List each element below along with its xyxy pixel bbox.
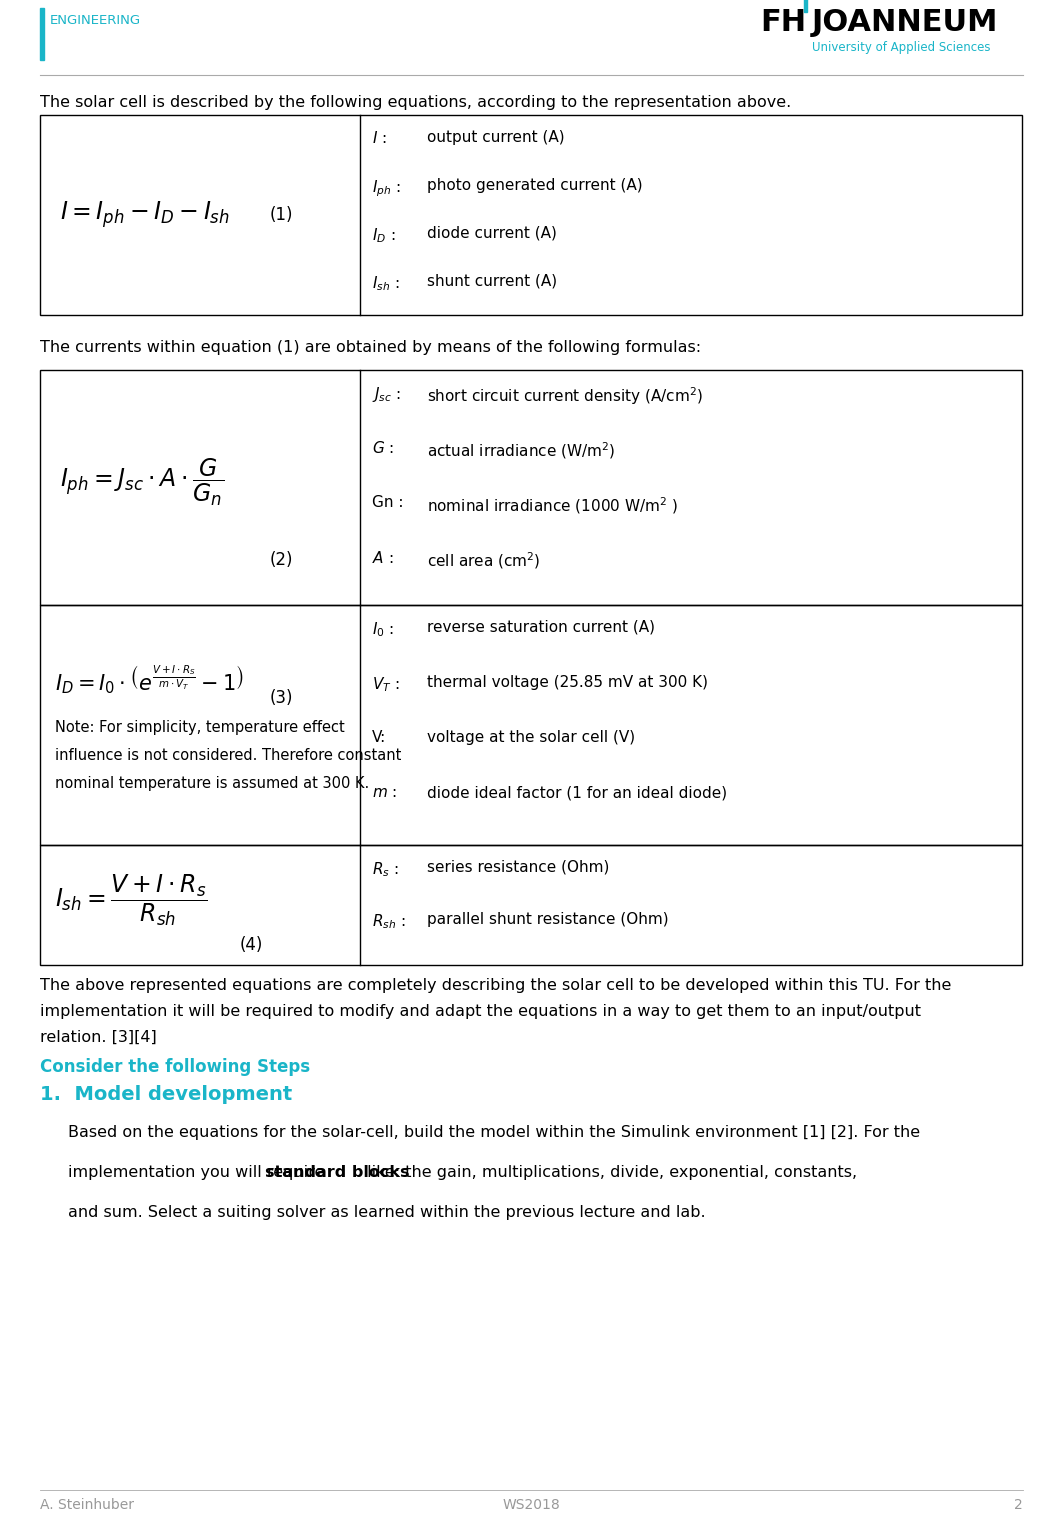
Text: nominal irradiance (1000 W/m$^2$ ): nominal irradiance (1000 W/m$^2$ ) xyxy=(427,495,678,516)
Text: standard blocks: standard blocks xyxy=(265,1164,410,1180)
Text: V:: V: xyxy=(372,730,386,746)
Text: voltage at the solar cell (V): voltage at the solar cell (V) xyxy=(427,730,636,746)
Text: (4): (4) xyxy=(240,937,263,953)
Text: The currents within equation (1) are obtained by means of the following formulas: The currents within equation (1) are obt… xyxy=(40,341,701,354)
Text: photo generated current (A): photo generated current (A) xyxy=(427,177,643,193)
Text: 1.  Model development: 1. Model development xyxy=(40,1085,292,1105)
Text: $I_D = I_0 \cdot \left( e^{\frac{V+I \cdot R_S}{m \cdot V_T}} - 1 \right)$: $I_D = I_0 \cdot \left( e^{\frac{V+I \cd… xyxy=(55,663,244,697)
Text: $I_{sh} = \dfrac{V + I \cdot R_s}{R_{sh}}$: $I_{sh} = \dfrac{V + I \cdot R_s}{R_{sh}… xyxy=(55,872,207,927)
Bar xyxy=(40,8,44,60)
Text: JOANNEUM: JOANNEUM xyxy=(812,8,998,37)
Text: $m$ :: $m$ : xyxy=(372,785,397,801)
Text: 2: 2 xyxy=(1014,1497,1023,1513)
Text: WS2018: WS2018 xyxy=(503,1497,560,1513)
Text: nominal temperature is assumed at 300 K.: nominal temperature is assumed at 300 K. xyxy=(55,776,369,792)
Text: The above represented equations are completely describing the solar cell to be d: The above represented equations are comp… xyxy=(40,978,952,993)
Bar xyxy=(40,845,1022,966)
Text: $J_{sc}$ :: $J_{sc}$ : xyxy=(372,385,401,403)
Text: $I = I_{ph} - I_D - I_{sh}$: $I = I_{ph} - I_D - I_{sh}$ xyxy=(60,200,230,231)
Text: implementation it will be required to modify and adapt the equations in a way to: implementation it will be required to mo… xyxy=(40,1004,921,1019)
Text: short circuit current density (A/cm$^2$): short circuit current density (A/cm$^2$) xyxy=(427,385,703,406)
Text: reverse saturation current (A): reverse saturation current (A) xyxy=(427,620,655,636)
Text: $R_{sh}$ :: $R_{sh}$ : xyxy=(372,912,405,931)
Text: (1): (1) xyxy=(269,206,294,225)
Text: like: the gain, multiplications, divide, exponential, constants,: like: the gain, multiplications, divide,… xyxy=(362,1164,857,1180)
Text: $A$ :: $A$ : xyxy=(372,550,394,565)
Text: diode ideal factor (1 for an ideal diode): diode ideal factor (1 for an ideal diode… xyxy=(427,785,727,801)
Text: Based on the equations for the solar-cell, build the model within the Simulink e: Based on the equations for the solar-cel… xyxy=(68,1125,920,1140)
Text: relation. [3][4]: relation. [3][4] xyxy=(40,1030,157,1045)
Bar xyxy=(40,370,1022,605)
Text: diode current (A): diode current (A) xyxy=(427,226,557,241)
Text: FH: FH xyxy=(760,8,806,37)
Bar xyxy=(40,115,1022,315)
Text: $I_{ph}$ :: $I_{ph}$ : xyxy=(372,177,401,199)
Text: cell area (cm$^2$): cell area (cm$^2$) xyxy=(427,550,540,570)
Bar xyxy=(804,0,807,12)
Bar xyxy=(40,605,1022,845)
Text: influence is not considered. Therefore constant: influence is not considered. Therefore c… xyxy=(55,749,401,762)
Text: $G$ :: $G$ : xyxy=(372,440,394,455)
Text: $V_T$ :: $V_T$ : xyxy=(372,675,400,694)
Text: (2): (2) xyxy=(269,552,294,568)
Text: Note: For simplicity, temperature effect: Note: For simplicity, temperature effect xyxy=(55,720,345,735)
Text: actual irradiance (W/m$^2$): actual irradiance (W/m$^2$) xyxy=(427,440,615,461)
Text: $I$ :: $I$ : xyxy=(372,130,386,147)
Text: parallel shunt resistance (Ohm): parallel shunt resistance (Ohm) xyxy=(427,912,668,927)
Text: $R_s$ :: $R_s$ : xyxy=(372,860,399,879)
Text: series resistance (Ohm): series resistance (Ohm) xyxy=(427,860,609,876)
Text: $I_{sh}$ :: $I_{sh}$ : xyxy=(372,274,400,293)
Text: ENGINEERING: ENGINEERING xyxy=(50,14,141,28)
Text: A. Steinhuber: A. Steinhuber xyxy=(40,1497,134,1513)
Text: $I_D$ :: $I_D$ : xyxy=(372,226,396,244)
Text: (3): (3) xyxy=(269,689,294,707)
Text: Consider the following Steps: Consider the following Steps xyxy=(40,1057,310,1076)
Text: output current (A): output current (A) xyxy=(427,130,564,145)
Text: Gn :: Gn : xyxy=(372,495,403,510)
Text: $I_0$ :: $I_0$ : xyxy=(372,620,394,639)
Text: University of Applied Sciences: University of Applied Sciences xyxy=(812,41,991,53)
Text: The solar cell is described by the following equations, according to the represe: The solar cell is described by the follo… xyxy=(40,95,792,110)
Text: shunt current (A): shunt current (A) xyxy=(427,274,557,289)
Text: $I_{ph} = J_{sc} \cdot A \cdot \dfrac{G}{G_n}$: $I_{ph} = J_{sc} \cdot A \cdot \dfrac{G}… xyxy=(60,457,224,509)
Text: implementation you will require: implementation you will require xyxy=(68,1164,330,1180)
Text: thermal voltage (25.85 mV at 300 K): thermal voltage (25.85 mV at 300 K) xyxy=(427,675,708,691)
Text: and sum. Select a suiting solver as learned within the previous lecture and lab.: and sum. Select a suiting solver as lear… xyxy=(68,1206,706,1219)
